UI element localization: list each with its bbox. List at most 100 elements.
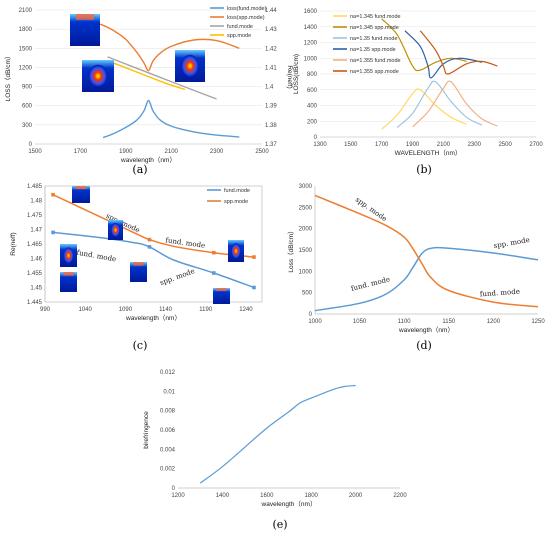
y-axis-label: birefringence bbox=[143, 411, 150, 449]
x-tick-label: 1200 bbox=[487, 319, 501, 325]
mode-field-edge bbox=[76, 14, 94, 20]
mode-field-image bbox=[175, 50, 205, 82]
legend-entry: na=1.35 fund.mode bbox=[350, 36, 398, 42]
y-tick-label: 300 bbox=[22, 123, 33, 129]
mode-field-hotspot bbox=[111, 223, 120, 237]
x-tick-label: 1250 bbox=[531, 319, 545, 325]
y-tick-label: 1.445 bbox=[27, 300, 43, 306]
mode-field-hotspot bbox=[88, 64, 108, 88]
annotation: spp. mode bbox=[159, 267, 196, 287]
y-tick-label: 1.455 bbox=[27, 271, 43, 277]
y-tick-label: 600 bbox=[307, 88, 318, 94]
panel-label: (d) bbox=[416, 339, 432, 352]
mode-field-image bbox=[130, 262, 147, 282]
y-tick-label: 1600 bbox=[304, 9, 318, 15]
y-tick-label: 800 bbox=[307, 72, 318, 78]
y-axis-label: Loss（dB/cm） bbox=[287, 227, 295, 272]
annotation: fund. mode bbox=[76, 249, 117, 264]
annotation: fund. mode bbox=[350, 275, 391, 292]
y-axis-label: LOSS（dB/cm） bbox=[4, 53, 12, 102]
x-axis-label: wavelength（nm） bbox=[120, 156, 176, 164]
mode-field-background bbox=[72, 186, 90, 203]
legend-entry: loss(fund.mode) bbox=[227, 6, 267, 12]
x-tick-label: 1700 bbox=[74, 149, 88, 155]
legend-entry: fund.mode bbox=[227, 24, 253, 30]
y2-axis-label: Re(neff) bbox=[286, 65, 293, 88]
x-tick-label: 1150 bbox=[442, 319, 456, 325]
y-axis-label: Re(neff) bbox=[10, 232, 17, 255]
y2-tick-label: 1.39 bbox=[265, 104, 277, 110]
x-tick-label: 1500 bbox=[28, 149, 42, 155]
y-tick-label: 1800 bbox=[19, 27, 33, 33]
y2-tick-label: 1.43 bbox=[265, 27, 277, 33]
x-tick-label: 1600 bbox=[260, 493, 274, 499]
y-tick-label: 2100 bbox=[19, 8, 33, 14]
y-tick-label: 1200 bbox=[304, 41, 318, 47]
mode-field-image bbox=[228, 240, 244, 262]
y2-tick-label: 1.41 bbox=[265, 65, 277, 71]
y-tick-label: 1.465 bbox=[27, 242, 43, 248]
mode-field-background bbox=[130, 262, 147, 282]
y-tick-label: 0.006 bbox=[160, 428, 176, 434]
y2-tick-label: 1.4 bbox=[265, 85, 274, 91]
x-tick-label: 1700 bbox=[375, 142, 389, 148]
annotation: fund. mode bbox=[480, 288, 520, 299]
x-axis-label: wavelength（nm） bbox=[125, 314, 181, 322]
x-tick-label: 2700 bbox=[529, 142, 543, 148]
y-tick-label: 1200 bbox=[19, 65, 33, 71]
y-tick-label: 1.47 bbox=[30, 228, 42, 234]
series-line-6 bbox=[419, 30, 498, 75]
legend-entry: loss(spp.mode) bbox=[227, 15, 265, 21]
panel-b: 0 200 400 600 800 1000 1200 1400 1600 1300 1500 170… bbox=[293, 9, 543, 176]
x-tick-label: 1100 bbox=[398, 319, 412, 325]
y-tick-label: 1.45 bbox=[30, 286, 42, 292]
mode-field-hotspot bbox=[231, 243, 241, 259]
legend-entry: na=1.345 fund.mode bbox=[350, 14, 401, 20]
x-tick-label: 1000 bbox=[308, 319, 322, 325]
legend-entry: na=1.355 spp.mode bbox=[350, 69, 399, 75]
x-tick-label: 2100 bbox=[165, 149, 179, 155]
x-tick-label: 1500 bbox=[344, 142, 358, 148]
mode-field-edge bbox=[216, 288, 227, 291]
series-marker bbox=[147, 237, 152, 242]
mode-field-image bbox=[70, 14, 100, 46]
y2-tick-label: 1.38 bbox=[265, 123, 277, 129]
series-line-1 bbox=[314, 246, 539, 312]
mode-field-hotspot bbox=[181, 54, 199, 78]
mode-field-background bbox=[213, 288, 230, 304]
x-tick-label: 2500 bbox=[498, 142, 512, 148]
panel-a: 0 300 600 900 1200 1500 1800 2100 1500 1700 1900 21… bbox=[4, 6, 293, 176]
mode-field-image bbox=[60, 244, 77, 267]
y-tick-label: 0 bbox=[309, 312, 313, 318]
x-tick-label: 1200 bbox=[171, 493, 185, 499]
x-tick-label: 1190 bbox=[199, 307, 213, 313]
panel-label: (e) bbox=[272, 518, 287, 531]
y-tick-label: 0.008 bbox=[160, 409, 176, 415]
y-tick-label: 1.48 bbox=[30, 199, 42, 205]
series-line-3 bbox=[107, 56, 217, 100]
mode-field-image bbox=[82, 60, 114, 92]
x-tick-label: 2100 bbox=[437, 142, 451, 148]
mode-field-image bbox=[60, 272, 77, 292]
y-tick-label: 1.475 bbox=[27, 213, 43, 219]
x-tick-label: 2200 bbox=[393, 493, 407, 499]
x-axis-label: wavelength（nm） bbox=[261, 500, 317, 508]
panel-c: 1.445 1.45 1.455 1.46 1.465 1.47 1.475 1.48 1.48… bbox=[10, 184, 263, 352]
y-tick-label: 400 bbox=[307, 104, 318, 110]
legend-entry: spp.mode bbox=[224, 199, 248, 205]
x-axis-label: WAVELENGTH（nm） bbox=[395, 149, 462, 157]
x-axis-label: wavelength（nm） bbox=[398, 326, 454, 334]
y-tick-label: 0.012 bbox=[160, 370, 176, 376]
y-tick-label: 1500 bbox=[19, 46, 33, 52]
x-tick-label: 1040 bbox=[79, 307, 93, 313]
legend-entry: na=1.35 spp.mode bbox=[350, 47, 396, 53]
series-marker bbox=[211, 250, 216, 255]
x-tick-label: 1900 bbox=[406, 142, 420, 148]
panel-label: (b) bbox=[416, 163, 432, 176]
mode-field-image bbox=[108, 220, 123, 240]
y-tick-label: 1500 bbox=[299, 248, 313, 254]
y-tick-label: 2000 bbox=[299, 227, 313, 233]
y-tick-label: 0.002 bbox=[160, 467, 176, 473]
x-tick-label: 1900 bbox=[119, 149, 133, 155]
